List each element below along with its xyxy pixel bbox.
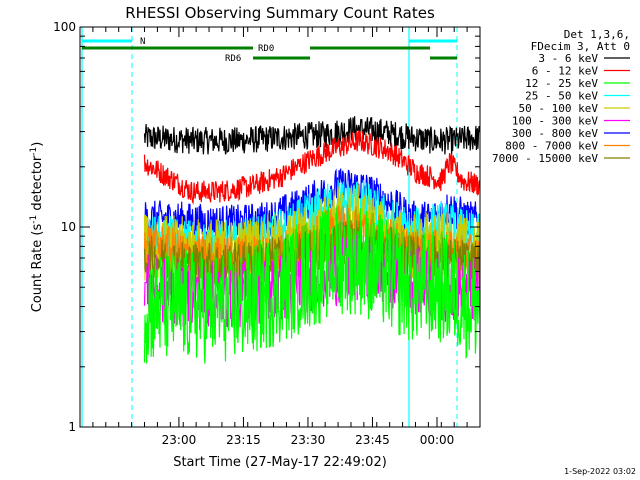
legend-label: 300 - 800 keV [512, 127, 598, 140]
x-tick-label: 23:30 [291, 433, 326, 447]
legend-label: 3 - 6 keV [538, 52, 598, 65]
plot-area [81, 27, 480, 427]
generated-timestamp: 1-Sep-2022 03:02 [564, 467, 636, 476]
y-axis-label-sup2: -1 [29, 147, 39, 156]
legend-label: 12 - 25 keV [525, 77, 598, 90]
chart-title: RHESSI Observing Summary Count Rates [125, 4, 435, 22]
flag-rd0-label: RD0 [258, 44, 274, 54]
flag-rd6-label: RD6 [225, 54, 241, 64]
y-axis: 1 10 100 [53, 20, 480, 434]
y-tick-label: 1 [68, 420, 76, 434]
x-axis: 23:00 23:15 23:30 23:45 00:00 [92, 27, 481, 447]
legend-label: 7000 - 15000 keV [492, 152, 598, 165]
y-axis-label-main: Count Rate (s [30, 224, 45, 313]
x-tick-label: 23:45 [355, 433, 390, 447]
legend-label: 6 - 12 keV [532, 65, 599, 78]
y-axis-label: Count Rate (s-1 detector-1) [29, 142, 45, 313]
x-tick-label: 00:00 [420, 433, 455, 447]
flag-n-label: N [140, 37, 145, 47]
series-line-1 [143, 129, 480, 206]
legend-header: FDecim 3, Att 0 [531, 40, 630, 53]
y-tick-label: 10 [61, 220, 76, 234]
legend-label: 100 - 300 keV [512, 115, 598, 128]
legend-label: 50 - 100 keV [519, 102, 599, 115]
legend-label: 800 - 7000 keV [505, 140, 598, 153]
x-axis-label: Start Time (27-May-17 22:49:02) [173, 455, 387, 470]
y-axis-label-sup1: -1 [29, 215, 39, 224]
y-axis-label-end: ) [30, 142, 45, 147]
series-line-0 [143, 116, 480, 155]
legend-label: 25 - 50 keV [525, 90, 598, 103]
legend-header: Det 1,3,6, [564, 28, 630, 41]
x-tick-label: 23:15 [226, 433, 261, 447]
y-tick-label: 100 [53, 20, 76, 34]
y-axis-label-mid: detector [30, 155, 45, 215]
series-line-2 [143, 205, 480, 364]
x-tick-label: 23:00 [162, 433, 197, 447]
